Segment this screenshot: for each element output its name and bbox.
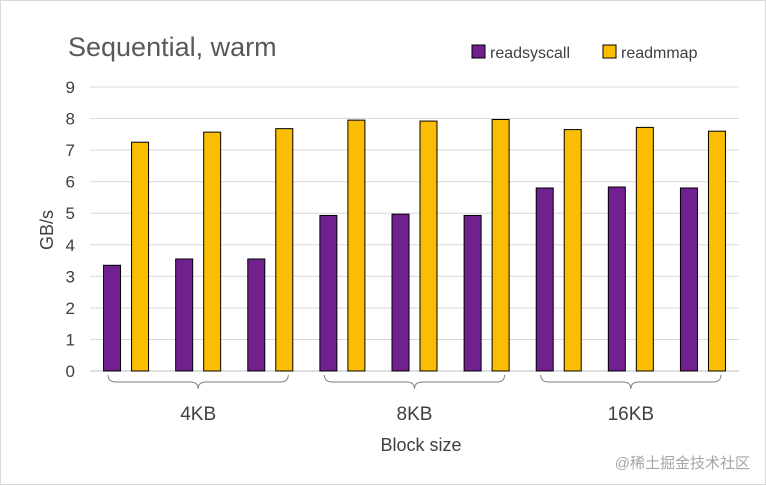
y-tick-label: 5 xyxy=(66,204,75,223)
bar-readsyscall-9 xyxy=(679,187,698,372)
y-tick-label: 9 xyxy=(66,78,75,97)
legend: readsyscall readmmap xyxy=(471,44,698,62)
bars xyxy=(103,119,726,372)
y-tick-label: 7 xyxy=(66,141,75,160)
y-tick-label: 2 xyxy=(66,299,75,318)
chart-title: Sequential, warm xyxy=(68,32,277,62)
group-brace xyxy=(540,374,722,390)
y-tick-label: 8 xyxy=(66,110,75,129)
group-label: 16KB xyxy=(608,404,654,425)
bar-readmmap-4 xyxy=(347,119,366,372)
legend-label-readmmap: readmmap xyxy=(621,45,698,62)
y-axis-label: GB/s xyxy=(37,210,57,250)
bar-readsyscall-5 xyxy=(391,213,410,372)
bar-readsyscall-1 xyxy=(103,264,122,372)
group-braces xyxy=(107,374,722,390)
bar-readsyscall-8 xyxy=(607,186,626,372)
legend-swatch-readmmap xyxy=(602,44,617,59)
y-tick-label: 6 xyxy=(66,173,75,192)
bar-readmmap-5 xyxy=(419,120,438,372)
bar-readsyscall-2 xyxy=(175,258,194,372)
group-brace xyxy=(107,374,289,390)
bar-readmmap-2 xyxy=(203,131,222,372)
legend-swatch-readsyscall xyxy=(471,44,486,59)
y-tick-label: 0 xyxy=(66,362,75,381)
group-label: 4KB xyxy=(180,404,216,425)
x-axis-label: Block size xyxy=(380,435,461,455)
group-label: 8KB xyxy=(397,404,433,425)
group-brace xyxy=(323,374,506,390)
watermark: @稀土掘金技术社区 xyxy=(615,455,750,472)
gridlines xyxy=(90,86,739,372)
bar-readmmap-9 xyxy=(707,130,726,372)
bar-readmmap-1 xyxy=(131,141,150,372)
group-labels: 4KB 8KB 16KB xyxy=(180,404,654,425)
y-axis-ticks: 0 1 2 3 4 5 6 7 8 9 xyxy=(66,78,75,381)
bar-readmmap-7 xyxy=(563,129,582,372)
bar-readmmap-8 xyxy=(635,126,654,372)
bar-readsyscall-6 xyxy=(463,214,482,372)
bar-readmmap-3 xyxy=(275,128,294,372)
bar-readmmap-6 xyxy=(491,119,510,372)
y-tick-label: 1 xyxy=(66,330,75,349)
y-tick-label: 3 xyxy=(66,267,75,286)
legend-label-readsyscall: readsyscall xyxy=(490,45,570,62)
y-tick-label: 4 xyxy=(66,236,75,255)
bar-readsyscall-4 xyxy=(319,214,338,372)
bar-readsyscall-3 xyxy=(247,258,266,372)
bar-readsyscall-7 xyxy=(535,187,554,372)
